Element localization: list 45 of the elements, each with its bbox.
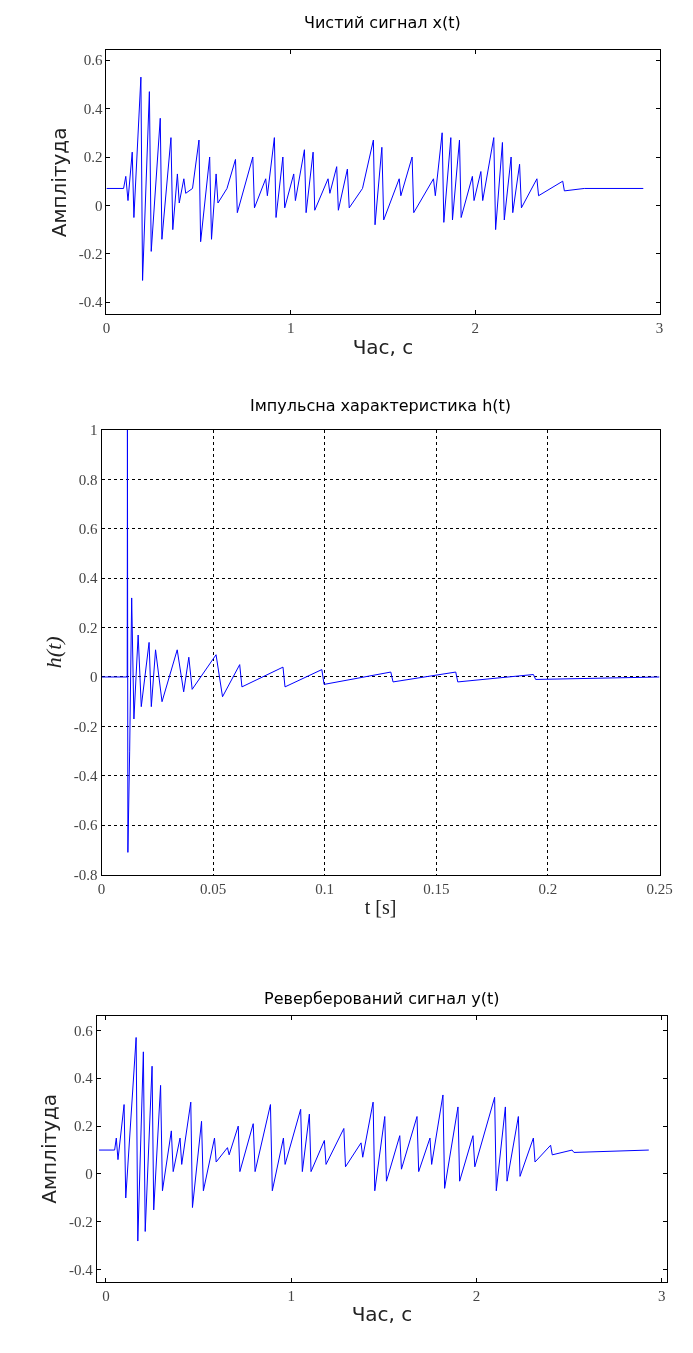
x-tick-label: 3 [658,1287,666,1304]
y-tick-label: -0.6 [73,817,99,834]
x-tick-label: 0.1 [315,880,335,897]
y-tick-label: 0.4 [78,570,99,587]
y-tick-label: 0.4 [83,100,103,117]
y-tick-label: -0.2 [68,1214,93,1231]
y-tick-label: 0 [90,669,98,686]
x-tick-label: 1 [287,1287,295,1304]
chart-title: Чистий сигнал x(t) [304,13,461,32]
line-series [98,1036,650,1242]
x-axis-title: Час, с [352,334,414,359]
chart-title: Реверберований сигнал y(t) [264,989,500,1008]
y-tick-label: 0.2 [78,619,98,636]
y-axis-title: Амплітуда [37,1093,62,1204]
y-tick-label: 0.6 [83,52,103,69]
y-tick-label: -0.8 [73,866,98,883]
y-tick-label: 0.2 [83,149,103,166]
y-axis-title: h(t) [40,636,66,669]
x-tick-label: 3 [655,320,664,337]
y-tick-label: 0 [94,197,103,214]
y-tick-label: -0.2 [73,718,98,735]
y-tick-label: 1 [90,422,98,439]
x-tick-label: 2 [472,1287,481,1304]
y-axis-title: Амплітуда [47,127,72,238]
chart-title: Імпульсна характеристика h(t) [250,396,512,415]
line-series [106,76,644,281]
x-axis-title: t [s] [364,896,397,919]
x-tick-label: 0.25 [646,880,673,897]
y-tick-label: 0 [85,1166,93,1183]
y-tick-label: 0.8 [78,471,98,488]
y-tick-label: 0.6 [78,521,99,538]
y-tick-label: -0.4 [68,1262,94,1279]
y-tick-label: 0.4 [73,1070,94,1087]
y-tick-label: -0.2 [78,246,103,263]
x-tick-label: 0.05 [200,880,227,897]
y-tick-label: -0.4 [78,294,103,311]
x-tick-label: 0.2 [538,880,558,897]
y-tick-label: -0.4 [73,768,99,785]
x-tick-label: 0.15 [423,880,450,897]
y-tick-label: 0.6 [73,1022,94,1039]
x-tick-label: 1 [287,320,295,337]
line-series [101,429,660,853]
x-axis-title: Час, с [351,1302,413,1327]
y-tick-label: 0.2 [73,1118,93,1135]
x-tick-label: 2 [471,320,479,337]
